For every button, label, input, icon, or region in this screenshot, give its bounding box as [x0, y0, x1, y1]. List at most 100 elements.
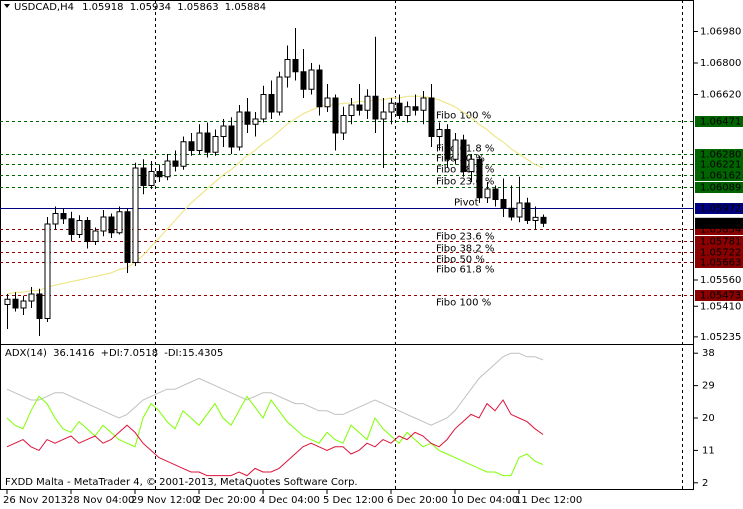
candle-body	[492, 188, 499, 200]
candle-body	[372, 95, 379, 120]
candle-body	[196, 132, 203, 151]
x-tick-label: 26 Nov 2013	[3, 495, 67, 506]
candle-body	[516, 202, 523, 218]
level-price-label: 1.05663	[700, 258, 741, 269]
candle-body	[60, 213, 67, 220]
level-price-box	[695, 159, 743, 170]
candle-body	[84, 220, 91, 242]
candle-body	[532, 216, 539, 222]
symbol-arrow	[4, 4, 10, 8]
symbol: USDCAD,H4	[14, 2, 74, 13]
candle-body	[12, 298, 19, 309]
level-price-label: 1.05854	[700, 225, 741, 236]
candle-body	[348, 104, 355, 116]
level-label: Fibo 50 %	[436, 154, 485, 165]
y-tick-label: 1.05560	[700, 275, 741, 286]
candle-body	[508, 207, 515, 218]
y2-tick-label: 2	[702, 478, 708, 489]
footer: FXDD Malta - MetaTrader 4, © 2001-2013, …	[5, 477, 358, 488]
x-tick-label: 28 Nov 04:00	[67, 495, 134, 506]
level-label: Fibo 100 %	[436, 111, 491, 122]
level-label: Fibo 61.8 %	[436, 265, 494, 276]
level-price-label: 1.06162	[700, 171, 741, 182]
candle-body	[220, 125, 227, 137]
candle-body	[340, 115, 347, 134]
candle-body	[292, 59, 299, 73]
candle-body	[436, 129, 443, 137]
candle-body	[156, 171, 163, 178]
candle-body	[316, 69, 323, 108]
y2-tick-label: 20	[702, 413, 715, 424]
candle-body	[180, 141, 187, 167]
low: 1.05863	[177, 2, 218, 13]
candle-body	[468, 158, 475, 172]
level-price-label: 1.05722	[700, 248, 741, 259]
candle-body	[476, 158, 483, 199]
adx-name: ADX(14)	[5, 348, 47, 359]
candle-body	[276, 76, 283, 113]
close: 1.05884	[225, 2, 266, 13]
level-price-label: 1.06280	[700, 150, 741, 161]
level-price-box	[695, 170, 743, 181]
adx-value: 36.1416	[53, 348, 94, 359]
y-tick-label: 1.06800	[700, 58, 741, 69]
candle-body	[364, 95, 371, 111]
level-price-label: 1.05972	[700, 204, 741, 215]
level-price-box	[695, 116, 743, 127]
x-tick-label: 6 Dec 20:00	[387, 495, 448, 506]
candle-body	[212, 136, 219, 153]
level-price-label: 1.05473	[700, 291, 741, 302]
x-tick-label: 11 Dec 12:00	[515, 495, 582, 506]
candle-body	[76, 220, 83, 235]
indicator-line	[6, 352, 544, 426]
current-price-box	[695, 217, 743, 229]
candle-body	[420, 97, 427, 111]
level-price-box	[695, 149, 743, 160]
level-price-label: 1.05781	[700, 237, 741, 248]
candle-body	[356, 104, 363, 111]
x-tick-label: 4 Dec 04:00	[259, 495, 320, 506]
plot-frame	[0, 0, 694, 490]
candle-body	[260, 94, 267, 120]
candle-body	[164, 160, 171, 178]
candle-body	[324, 97, 331, 108]
y-tick-label: 1.06620	[700, 90, 741, 101]
candle-body	[172, 160, 179, 167]
candle-body	[540, 216, 547, 224]
candle-body	[108, 216, 115, 234]
high: 1.05934	[130, 2, 171, 13]
candle-body	[396, 102, 403, 116]
candle-body	[68, 218, 75, 235]
y-tick-label: 1.06980	[700, 27, 741, 38]
level-price-box	[695, 257, 743, 268]
candle-body	[228, 125, 235, 148]
candle-body	[28, 293, 35, 302]
level-label: Pivot	[454, 198, 479, 209]
current-price-label: 1.05884	[700, 218, 741, 229]
candle-body	[428, 97, 435, 137]
candle-body	[404, 106, 411, 116]
candle-body	[484, 188, 491, 199]
level-price-box	[695, 182, 743, 193]
level-label: Fibo 23.6 %	[436, 232, 494, 243]
candle-body	[332, 97, 339, 134]
candle-body	[500, 199, 507, 209]
candle-body	[52, 213, 59, 225]
candle-body	[388, 102, 395, 113]
candle-body	[148, 171, 155, 186]
candle-body	[444, 129, 451, 160]
level-price-box	[695, 236, 743, 247]
pdi-name: +DI:	[101, 348, 123, 359]
candle-body	[124, 211, 131, 263]
candle-body	[20, 300, 27, 309]
candle-body	[524, 202, 531, 221]
mdi-value: 15.4305	[182, 348, 223, 359]
candle-body	[308, 69, 315, 90]
candle-body	[380, 111, 387, 120]
x-tick-label: 29 Nov 12:00	[131, 495, 198, 506]
x-tick-label: 10 Dec 04:00	[451, 495, 518, 506]
candle-body	[36, 293, 43, 319]
chart-layer: 1.06980 1.06800 1.06620 1.05560 1.05410 1.052…	[0, 27, 743, 506]
open: 1.05918	[82, 2, 123, 13]
candle-body	[460, 139, 467, 172]
